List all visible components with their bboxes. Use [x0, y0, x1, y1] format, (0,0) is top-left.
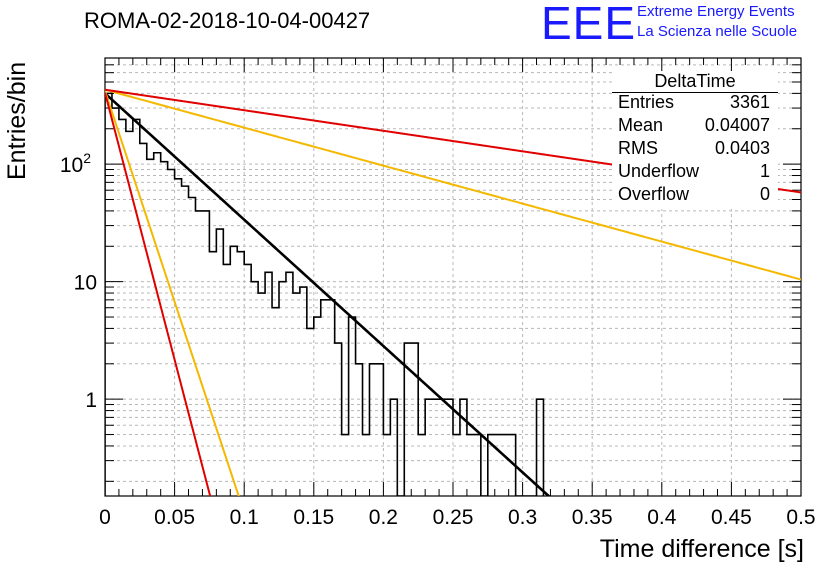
- y-axis-label: Entries/bin: [3, 61, 31, 180]
- stats-row-underflow: Underflow 1: [618, 161, 770, 183]
- x-tick-label: 0.1: [230, 506, 259, 529]
- logo-line-1: Extreme Energy Events: [637, 3, 795, 20]
- stats-row-overflow: Overflow 0: [618, 184, 770, 206]
- fit-curve-lower-fast: [105, 92, 212, 496]
- x-tick-label: 0.5: [786, 506, 815, 529]
- y-tick-label: 10: [74, 272, 97, 295]
- y-tick-label: 1: [85, 389, 97, 412]
- stats-label: Overflow: [618, 184, 690, 204]
- stats-row-rms: RMS 0.0403: [618, 138, 770, 160]
- chart-title: ROMA-02-2018-10-04-00427: [84, 8, 371, 33]
- y-tick-label: 102: [60, 150, 91, 177]
- x-tick-label: 0.45: [711, 506, 752, 529]
- y-tick-base: 10: [60, 154, 83, 177]
- x-tick-label: 0.05: [154, 506, 195, 529]
- stats-value: 0: [759, 184, 770, 204]
- stats-value: 0.0403: [714, 138, 770, 158]
- y-tick-exponent: 2: [83, 150, 91, 166]
- stats-row-mean: Mean 0.04007: [618, 115, 770, 137]
- histogram: [105, 92, 545, 496]
- stats-value: 3361: [729, 92, 770, 112]
- x-tick-label: 0.25: [433, 506, 474, 529]
- stats-label: Underflow: [618, 161, 700, 181]
- fit-curve-upper-slow: [105, 88, 801, 281]
- fit-curve-upper-fast: [105, 90, 240, 496]
- stats-label: RMS: [618, 138, 658, 158]
- stats-row-entries: Entries 3361: [618, 92, 770, 114]
- stats-label: Entries: [618, 92, 675, 112]
- x-tick-label: 0.2: [369, 506, 398, 529]
- x-tick-label: 0.3: [508, 506, 537, 529]
- x-axis-label: Time difference [s]: [599, 535, 804, 563]
- stats-box: DeltaTime Entries 3361 Mean 0.04007 RMS …: [612, 71, 778, 209]
- stats-title: DeltaTime: [654, 71, 736, 91]
- stats-divider: [612, 92, 778, 93]
- stats-value: 1: [759, 161, 770, 181]
- x-tick-label: 0.15: [293, 506, 334, 529]
- x-tick-label: 0.4: [647, 506, 677, 529]
- stats-label: Mean: [618, 115, 664, 135]
- logo-line-2: La Scienza nelle Scuole: [637, 23, 798, 40]
- x-tick-label: 0.35: [572, 506, 613, 529]
- eee-logo: EEE: [541, 0, 637, 49]
- fit-curve-fit: [105, 92, 550, 496]
- stats-value: 0.04007: [704, 115, 770, 135]
- x-tick-label: 0: [99, 506, 111, 529]
